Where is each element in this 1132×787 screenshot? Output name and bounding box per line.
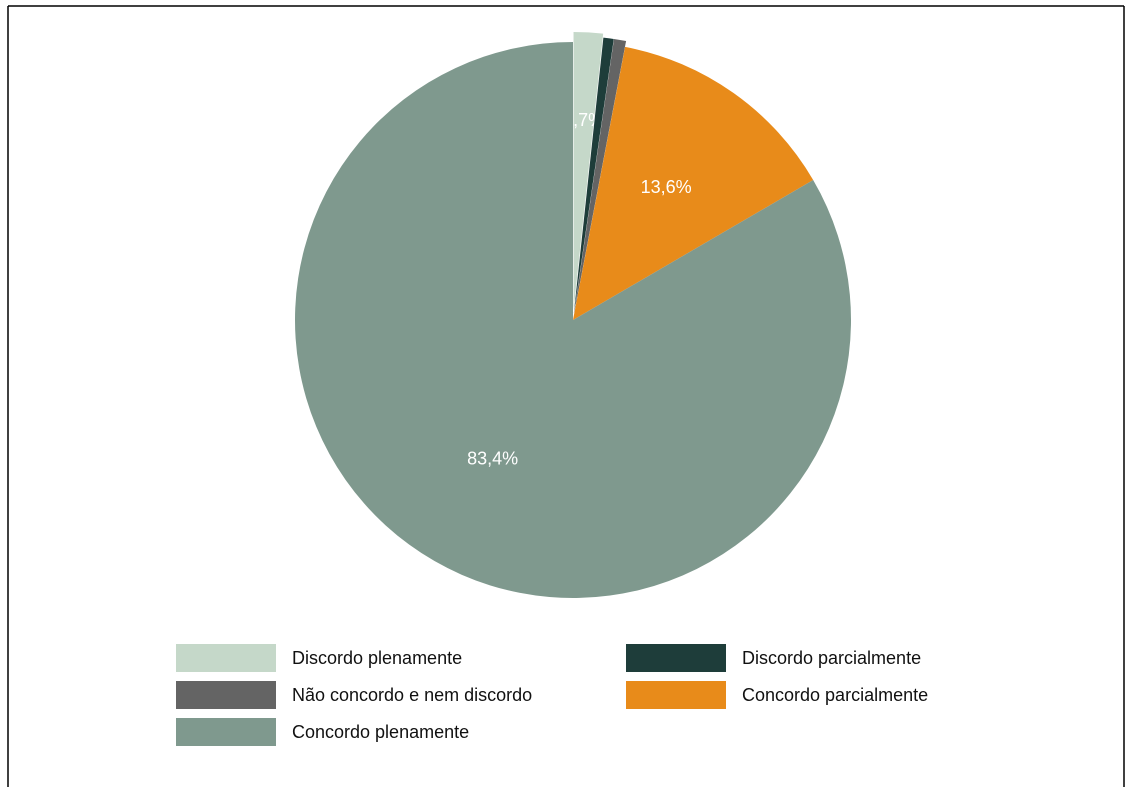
pie-chart: 1,7% 13,6% 83,4% — [294, 32, 851, 598]
legend-label: Discordo parcialmente — [742, 647, 922, 668]
legend-swatch — [176, 681, 276, 709]
legend: Discordo plenamente Discordo parcialment… — [176, 644, 996, 754]
pie-slice-concordo-parcialmente — [573, 46, 814, 321]
legend-item-concordo-parcialmente: Concordo parcialmente — [626, 681, 928, 709]
legend-item-discordo-plenamente: Discordo plenamente — [176, 644, 462, 672]
legend-label: Concordo parcialmente — [742, 684, 929, 705]
pie-slice-discordo-plenamente — [573, 32, 604, 311]
legend-swatch — [176, 718, 276, 746]
legend-item-discordo-parcialmente: Discordo parcialmente — [626, 644, 921, 672]
data-label-discordo-plenamente: 1,7% — [563, 110, 604, 130]
data-label-concordo-parcialmente: 13,6% — [641, 177, 692, 197]
legend-label: Discordo plenamente — [292, 647, 463, 668]
pie-slice-discordo-parcialmente — [573, 37, 614, 315]
pie-slice-concordo-plenamente — [294, 42, 851, 598]
legend-item-concordo-plenamente: Concordo plenamente — [176, 718, 469, 746]
pie-slice-nao-concordo-e-nem-discordo — [573, 38, 627, 315]
legend-label: Concordo plenamente — [292, 721, 470, 742]
data-label-concordo-plenamente: 83,4% — [467, 449, 518, 469]
legend-label: Não concordo e nem discordo — [292, 684, 533, 705]
legend-item-nao-concordo-nem-discordo: Não concordo e nem discordo — [176, 681, 532, 709]
legend-swatch — [176, 644, 276, 672]
legend-swatch — [626, 644, 726, 672]
legend-swatch — [626, 681, 726, 709]
